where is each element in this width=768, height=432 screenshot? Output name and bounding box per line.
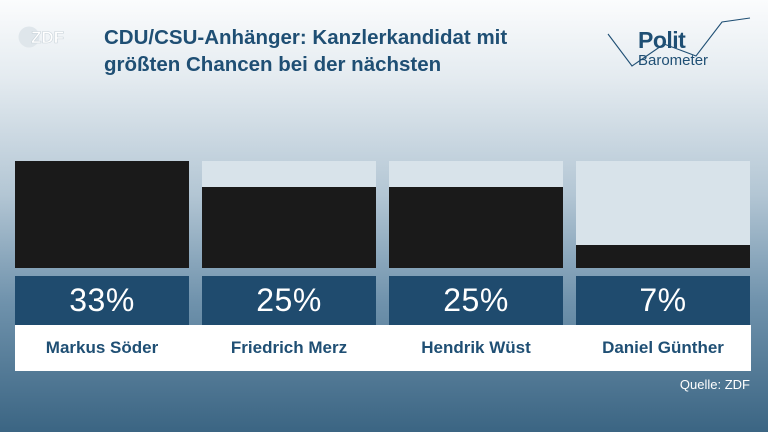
category-label: Markus Söder — [45, 338, 159, 357]
category-label: Friedrich Merz — [230, 338, 348, 357]
bar — [202, 187, 376, 268]
politbarometer-logo: Polit Barometer — [606, 14, 752, 76]
bar — [389, 187, 563, 268]
category-label: Hendrik Wüst — [421, 338, 531, 357]
zdf-logo-text: ZDF — [31, 28, 64, 47]
candidate-name-strip — [15, 325, 751, 371]
data-label: 7% — [576, 276, 750, 325]
bar — [576, 245, 750, 268]
data-label: 25% — [202, 276, 376, 325]
source-label: Quelle: ZDF — [679, 377, 750, 392]
data-label: 25% — [389, 276, 563, 325]
politbarometer-line-icon — [607, 17, 751, 67]
data-label: 33% — [15, 276, 189, 325]
politbarometer-word-barometer: Barometer — [638, 52, 709, 69]
category-label: Daniel Günther — [602, 338, 724, 357]
bar — [15, 161, 189, 268]
politbarometer-word-polit: Polit — [638, 27, 686, 53]
zdf-logo: ZDF — [18, 26, 64, 48]
chart-title: CDU/CSU-Anhänger: Kanzlerkandidat mit gr… — [104, 26, 508, 76]
